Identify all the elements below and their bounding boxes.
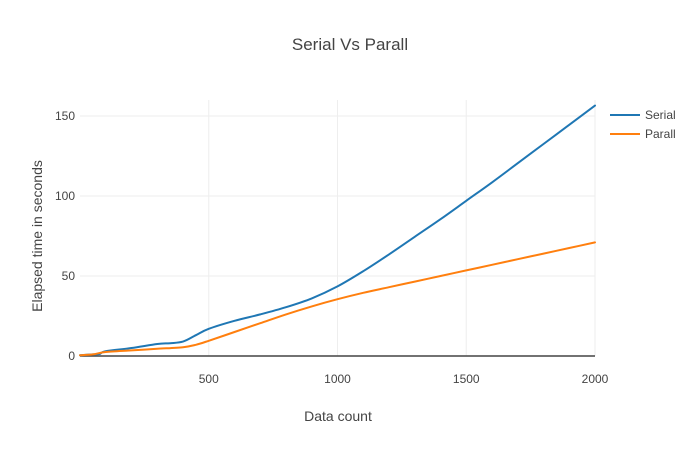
y-tick-label: 150 [55,109,75,123]
y-tick-label: 50 [62,269,76,283]
legend-label: Parall [645,127,676,141]
series-line-serial [79,104,596,357]
series-lines [79,104,596,357]
series-line-parall [79,241,596,357]
axis-ticks: 500 1000 1500 2000 0 50 100 150 [55,109,609,386]
legend[interactable]: Serial Parall [610,108,676,141]
x-tick-label: 2000 [582,372,609,386]
grid [80,100,596,357]
x-tick-label: 1500 [453,372,480,386]
y-tick-label: 0 [68,349,75,363]
chart-title: Serial Vs Parall [292,35,408,54]
legend-item-serial[interactable]: Serial [610,108,676,122]
legend-item-parall[interactable]: Parall [610,127,676,141]
x-tick-label: 1000 [324,372,351,386]
legend-label: Serial [645,108,676,122]
y-axis-label: Elapsed time in seconds [29,160,45,312]
x-tick-label: 500 [199,372,219,386]
x-axis-label: Data count [304,408,372,424]
y-tick-label: 100 [55,189,75,203]
